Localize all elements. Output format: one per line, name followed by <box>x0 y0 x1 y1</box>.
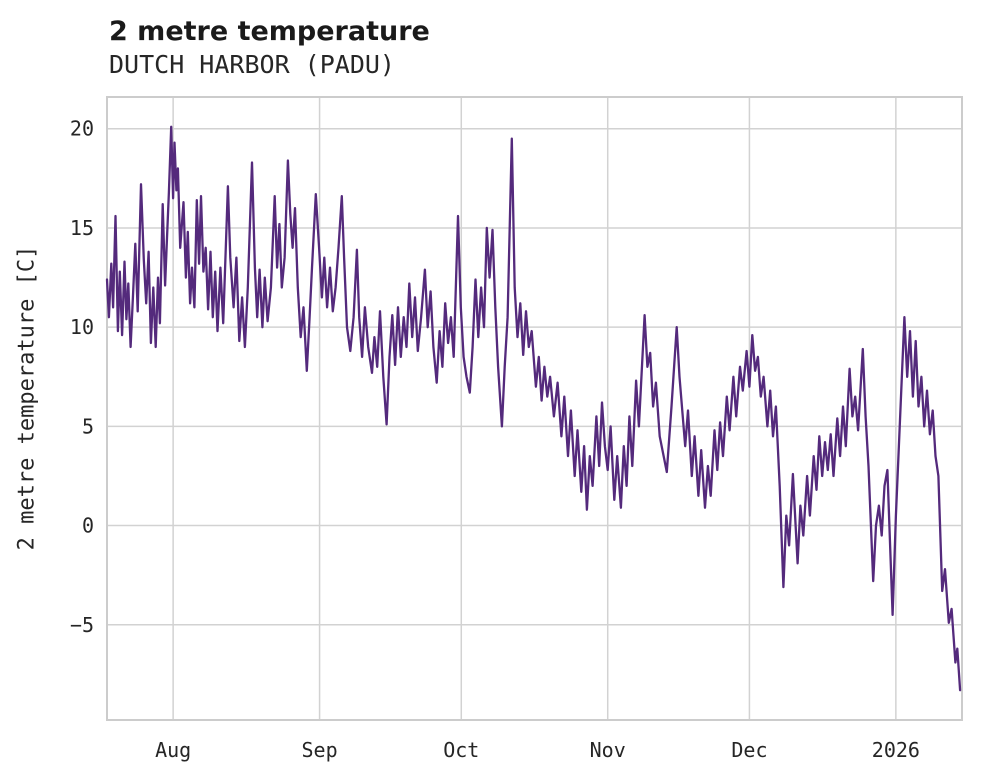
temperature-line <box>105 125 962 692</box>
y-tick-label: 5 <box>82 414 94 438</box>
y-tick-label: 20 <box>70 117 94 141</box>
y-tick-label: 0 <box>82 514 94 538</box>
x-tick-label: 2026 <box>872 738 920 762</box>
chart-subtitle: DUTCH HARBOR (PADU) <box>109 50 395 79</box>
x-tick-label: Nov <box>590 738 626 762</box>
x-tick-label: Dec <box>731 738 767 762</box>
x-tick-label: Aug <box>155 738 191 762</box>
x-tick-label: Sep <box>302 738 338 762</box>
chart-title: 2 metre temperature <box>109 16 430 47</box>
y-tick-label: 10 <box>70 315 94 339</box>
y-tick-label: 15 <box>70 216 94 240</box>
x-tick-label: Oct <box>443 738 479 762</box>
y-tick-label: −5 <box>70 613 94 637</box>
plot-border <box>106 96 963 721</box>
